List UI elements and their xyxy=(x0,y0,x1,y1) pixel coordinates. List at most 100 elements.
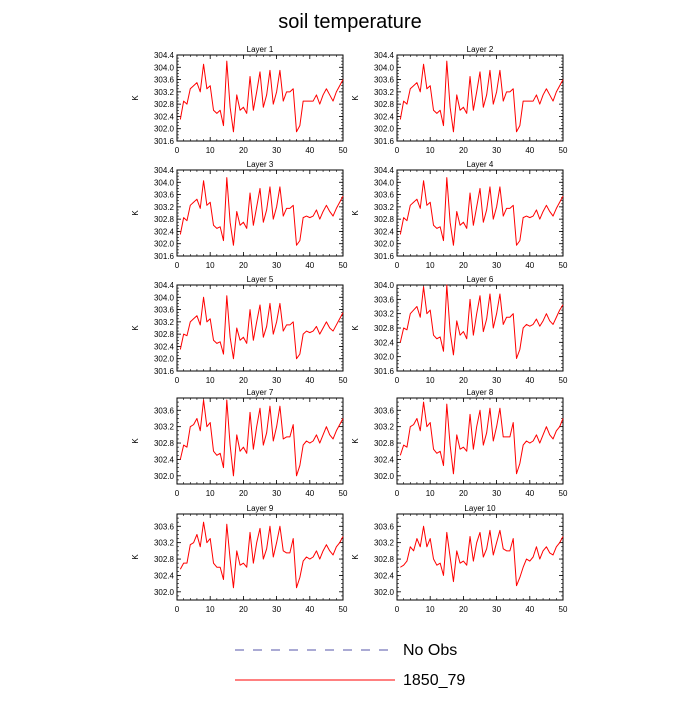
x-tick-label: 40 xyxy=(305,146,314,155)
y-tick-label: 302.4 xyxy=(374,571,395,580)
plot-frame xyxy=(176,397,344,485)
y-tick-label: 301.6 xyxy=(154,367,175,376)
y-tick-label: 304.4 xyxy=(374,166,395,175)
y-tick-label: 302.0 xyxy=(374,353,395,362)
y-tick-label: 304.4 xyxy=(154,51,175,60)
x-tick-label: 30 xyxy=(492,376,501,385)
plot-frame xyxy=(176,54,344,142)
panel-2: Layer 2 K 0 10 20 30 40 50 301.6 302.0 302.4 302.8 3… xyxy=(351,45,568,155)
x-tick-label: 0 xyxy=(175,146,180,155)
y-tick-label: 302.4 xyxy=(374,227,395,236)
y-tick-label: 302.8 xyxy=(154,330,175,339)
panel-title: Layer 3 xyxy=(247,160,274,169)
y-tick-label: 303.6 xyxy=(374,76,395,85)
x-tick-label: 50 xyxy=(339,376,348,385)
x-tick-label: 0 xyxy=(395,261,400,270)
x-tick-label: 10 xyxy=(426,376,435,385)
y-tick-label: 302.0 xyxy=(154,355,175,364)
panels-group: Layer 1 K 0 10 20 30 40 50 301.6 302.0 302.4 302.8 3… xyxy=(131,45,568,614)
plot-frame xyxy=(396,513,564,601)
series-line-1850-79 xyxy=(179,177,344,246)
y-tick-label: 302.8 xyxy=(374,555,395,564)
x-tick-label: 10 xyxy=(426,146,435,155)
y-tick-label: 303.2 xyxy=(154,203,175,212)
y-tick-label: 302.4 xyxy=(374,338,395,347)
y-tick-label: 303.2 xyxy=(374,539,395,548)
series-line-1850-79 xyxy=(179,399,344,477)
series-line-1850-79 xyxy=(399,177,564,246)
y-tick-label: 302.8 xyxy=(154,100,175,109)
x-tick-label: 0 xyxy=(395,489,400,498)
y-tick-label: 303.2 xyxy=(374,88,395,97)
panel-7: Layer 7 K 0 10 20 30 40 50 302.0 302.4 302.8 303.2 3… xyxy=(131,388,348,498)
x-tick-label: 50 xyxy=(559,146,568,155)
x-tick-label: 40 xyxy=(525,261,534,270)
x-tick-label: 30 xyxy=(492,146,501,155)
x-tick-label: 50 xyxy=(339,605,348,614)
y-tick-label: 304.4 xyxy=(374,51,395,60)
x-tick-label: 30 xyxy=(272,376,281,385)
y-tick-label: 303.2 xyxy=(154,423,175,432)
panel-4: Layer 4 K 0 10 20 30 40 50 301.6 302.0 302.4 302.8 3… xyxy=(351,160,568,270)
y-tick-label: 304.0 xyxy=(154,178,175,187)
legend-label-1850-79: 1850_79 xyxy=(403,672,465,689)
x-tick-label: 0 xyxy=(175,376,180,385)
y-axis-label: K xyxy=(131,210,140,216)
y-tick-label: 303.2 xyxy=(154,318,175,327)
y-tick-label: 302.0 xyxy=(154,240,175,249)
x-tick-label: 0 xyxy=(175,261,180,270)
panel-title: Layer 9 xyxy=(247,504,274,513)
y-tick-label: 302.4 xyxy=(374,455,395,464)
y-tick-label: 304.0 xyxy=(374,281,395,290)
y-axis-label: K xyxy=(131,554,140,560)
panel-8: Layer 8 K 0 10 20 30 40 50 302.0 302.4 302.8 303.2 3… xyxy=(351,388,568,498)
y-tick-label: 302.0 xyxy=(374,125,395,134)
y-tick-label: 303.6 xyxy=(374,191,395,200)
x-tick-label: 20 xyxy=(459,261,468,270)
y-tick-label: 303.6 xyxy=(374,522,395,531)
panel-9: Layer 9 K 0 10 20 30 40 50 302.0 302.4 302.8 303.2 3… xyxy=(131,504,348,614)
x-tick-label: 50 xyxy=(559,376,568,385)
y-tick-label: 304.0 xyxy=(374,63,395,72)
y-tick-label: 302.4 xyxy=(154,455,175,464)
plot-frame xyxy=(176,169,344,257)
y-tick-label: 304.4 xyxy=(154,281,175,290)
x-tick-label: 30 xyxy=(272,489,281,498)
x-tick-label: 40 xyxy=(305,376,314,385)
y-tick-label: 302.8 xyxy=(374,100,395,109)
y-tick-label: 302.0 xyxy=(374,588,395,597)
y-tick-label: 302.0 xyxy=(154,125,175,134)
panel-title: Layer 1 xyxy=(247,45,274,54)
x-tick-label: 50 xyxy=(559,261,568,270)
plot-frame xyxy=(396,54,564,142)
x-tick-label: 30 xyxy=(492,489,501,498)
y-tick-label: 301.6 xyxy=(154,137,175,146)
x-tick-label: 20 xyxy=(239,605,248,614)
legend-label-no-obs: No Obs xyxy=(403,642,457,659)
x-tick-label: 30 xyxy=(272,605,281,614)
x-tick-label: 30 xyxy=(492,605,501,614)
panel-3: Layer 3 K 0 10 20 30 40 50 301.6 302.0 302.4 302.8 3… xyxy=(131,160,348,270)
y-axis-label: K xyxy=(351,325,360,331)
y-tick-label: 301.6 xyxy=(374,252,395,261)
y-tick-label: 302.0 xyxy=(374,472,395,481)
y-tick-label: 303.2 xyxy=(374,203,395,212)
y-tick-label: 303.6 xyxy=(374,295,395,304)
y-tick-label: 303.6 xyxy=(374,406,395,415)
panel-title: Layer 7 xyxy=(247,388,274,397)
y-axis-label: K xyxy=(131,438,140,444)
y-tick-label: 301.6 xyxy=(374,137,395,146)
x-tick-label: 20 xyxy=(459,605,468,614)
x-tick-label: 50 xyxy=(559,605,568,614)
x-tick-label: 30 xyxy=(272,146,281,155)
y-tick-label: 301.6 xyxy=(374,367,395,376)
x-tick-label: 0 xyxy=(395,605,400,614)
x-tick-label: 0 xyxy=(175,605,180,614)
panel-5: Layer 5 K 0 10 20 30 40 50 301.6 302.0 302.4 302.8 3… xyxy=(131,275,348,385)
y-tick-label: 302.4 xyxy=(154,227,175,236)
series-line-1850-79 xyxy=(399,284,564,359)
panel-title: Layer 6 xyxy=(467,275,494,284)
x-tick-label: 10 xyxy=(426,489,435,498)
